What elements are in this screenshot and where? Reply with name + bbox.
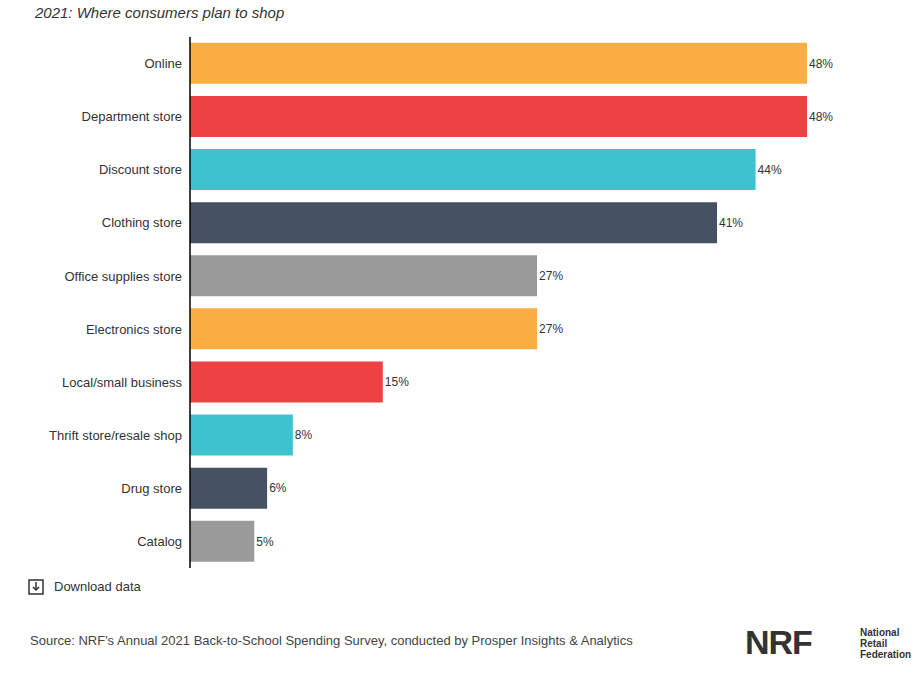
svg-text:Drug store: Drug store — [121, 481, 182, 496]
svg-text:Online: Online — [144, 56, 182, 71]
svg-text:48%: 48% — [809, 57, 833, 71]
svg-text:48%: 48% — [809, 110, 833, 124]
svg-text:27%: 27% — [539, 322, 563, 336]
svg-text:44%: 44% — [758, 163, 782, 177]
html-text:2021: Where consumers plan to: 2021: Where consumers plan to shop — [35, 4, 285, 21]
html-text:Retail: Retail — [860, 638, 888, 649]
html-text:Download data: Download data — [54, 579, 141, 594]
svg-text:Discount store: Discount store — [99, 162, 182, 177]
html-text:National: National — [860, 627, 900, 638]
svg-text:Clothing store: Clothing store — [102, 215, 182, 230]
svg-text:Electronics store: Electronics store — [86, 322, 182, 337]
svg-text:41%: 41% — [719, 216, 743, 230]
html-text:Federation: Federation — [860, 649, 912, 660]
svg-text:8%: 8% — [295, 428, 313, 442]
svg-text:Department store: Department store — [82, 109, 182, 124]
svg-text:6%: 6% — [269, 481, 287, 495]
svg-text:Thrift store/resale shop: Thrift store/resale shop — [49, 428, 182, 443]
svg-text:Catalog: Catalog — [137, 534, 182, 549]
svg-text:27%: 27% — [539, 269, 563, 283]
html-text:Source: NRF's Annual 2021 Back: Source: NRF's Annual 2021 Back-to-School… — [30, 633, 633, 648]
svg-text:Local/small business: Local/small business — [62, 375, 182, 390]
svg-text:5%: 5% — [256, 535, 274, 549]
html-text:NRF: NRF — [745, 623, 812, 661]
svg-text:15%: 15% — [385, 375, 409, 389]
svg-text:Office supplies store: Office supplies store — [64, 269, 182, 284]
